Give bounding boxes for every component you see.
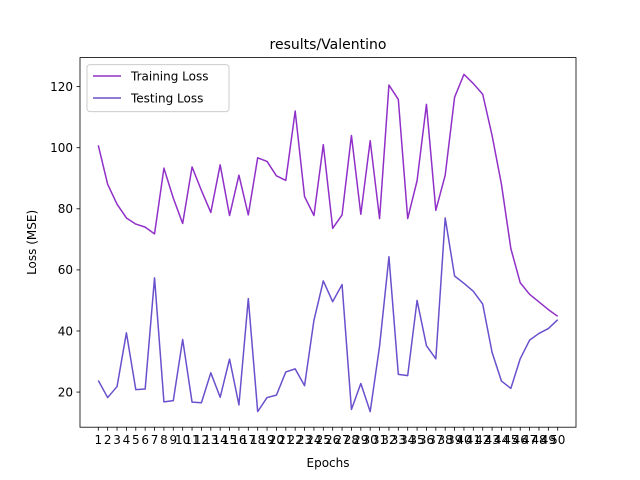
x-tick-label: 46 — [513, 433, 528, 447]
plot-area — [80, 57, 576, 428]
x-tick-label: 16 — [231, 433, 246, 447]
x-tick-label: 36 — [419, 433, 434, 447]
x-tick-label: 4 — [123, 433, 131, 447]
y-tick-label: 20 — [58, 385, 73, 399]
series-lines — [97, 73, 559, 413]
x-tick-label: 29 — [353, 433, 368, 447]
legend: Training Loss Testing Loss — [86, 64, 230, 113]
x-axis-ticks: 1 2 3 4 5 6 7 8 91011121314151617181920212223242… — [94, 427, 565, 447]
x-tick-label: 15 — [222, 433, 237, 447]
y-tick-label: 40 — [58, 324, 73, 338]
x-tick-label: 33 — [391, 433, 406, 447]
x-tick-label: 9 — [169, 433, 177, 447]
x-axis-label: Epochs — [307, 456, 350, 470]
x-tick-label: 21 — [278, 433, 293, 447]
x-tick-label: 30 — [363, 433, 378, 447]
y-tick-label: 80 — [58, 202, 73, 216]
x-tick-label: 11 — [184, 433, 199, 447]
x-tick-label: 47 — [522, 433, 537, 447]
x-tick-label: 43 — [484, 433, 499, 447]
x-tick-label: 1 — [94, 433, 102, 447]
x-tick-label: 50 — [550, 433, 565, 447]
x-tick-label: 32 — [381, 433, 396, 447]
x-tick-label: 8 — [160, 433, 168, 447]
x-tick-label: 13 — [203, 433, 218, 447]
x-tick-label: 48 — [531, 433, 546, 447]
plot-frame — [79, 57, 577, 428]
y-axis-ticks: 20 40 60 80 100 120 — [50, 80, 80, 399]
x-tick-label: 2 — [104, 433, 112, 447]
y-tick-label: 100 — [50, 141, 73, 155]
legend-label-testing-loss: Testing Loss — [130, 91, 203, 105]
x-tick-label: 38 — [438, 433, 453, 447]
x-tick-label: 10 — [175, 433, 190, 447]
x-tick-label: 42 — [475, 433, 490, 447]
x-tick-label: 14 — [213, 433, 228, 447]
y-tick-label: 120 — [50, 80, 73, 94]
series-line-testing-loss — [97, 217, 559, 413]
legend-label-training-loss: Training Loss — [130, 69, 208, 83]
x-tick-label: 7 — [151, 433, 159, 447]
x-tick-label: 35 — [409, 433, 424, 447]
x-tick-label: 6 — [141, 433, 149, 447]
y-axis-label: Loss (MSE) — [25, 210, 39, 275]
x-tick-label: 41 — [466, 433, 481, 447]
x-tick-label: 39 — [447, 433, 462, 447]
x-tick-label: 25 — [316, 433, 331, 447]
x-tick-label: 49 — [541, 433, 556, 447]
legend-box — [86, 64, 230, 113]
x-tick-label: 44 — [494, 433, 509, 447]
x-tick-label: 26 — [325, 433, 340, 447]
x-tick-label: 34 — [400, 433, 415, 447]
x-tick-label: 3 — [113, 433, 121, 447]
x-tick-label: 20 — [269, 433, 284, 447]
x-tick-label: 24 — [306, 433, 321, 447]
x-tick-label: 27 — [334, 433, 349, 447]
y-tick-label: 60 — [58, 263, 73, 277]
x-tick-label: 28 — [344, 433, 359, 447]
x-tick-label: 17 — [241, 433, 256, 447]
series-line-training-loss — [97, 73, 559, 317]
x-tick-label: 37 — [428, 433, 443, 447]
x-tick-label: 18 — [250, 433, 265, 447]
chart-title: results/Valentino — [270, 37, 387, 53]
x-tick-label: 19 — [259, 433, 274, 447]
x-tick-label: 12 — [194, 433, 209, 447]
x-tick-label: 40 — [456, 433, 471, 447]
x-tick-label: 23 — [297, 433, 312, 447]
x-tick-label: 22 — [288, 433, 303, 447]
x-tick-label: 5 — [132, 433, 140, 447]
x-tick-label: 31 — [372, 433, 387, 447]
x-tick-label: 45 — [503, 433, 518, 447]
